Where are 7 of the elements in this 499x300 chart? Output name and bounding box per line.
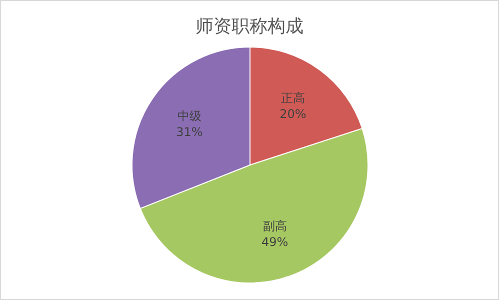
data-label: 31% [176,124,203,139]
slice-label: 中级 [177,108,202,123]
chart-title: 师资职称构成 [196,16,304,37]
slice-label: 副高 [262,218,287,233]
data-label: 49% [261,234,288,249]
slice-label: 正高 [281,90,305,105]
data-label: 20% [280,106,306,121]
